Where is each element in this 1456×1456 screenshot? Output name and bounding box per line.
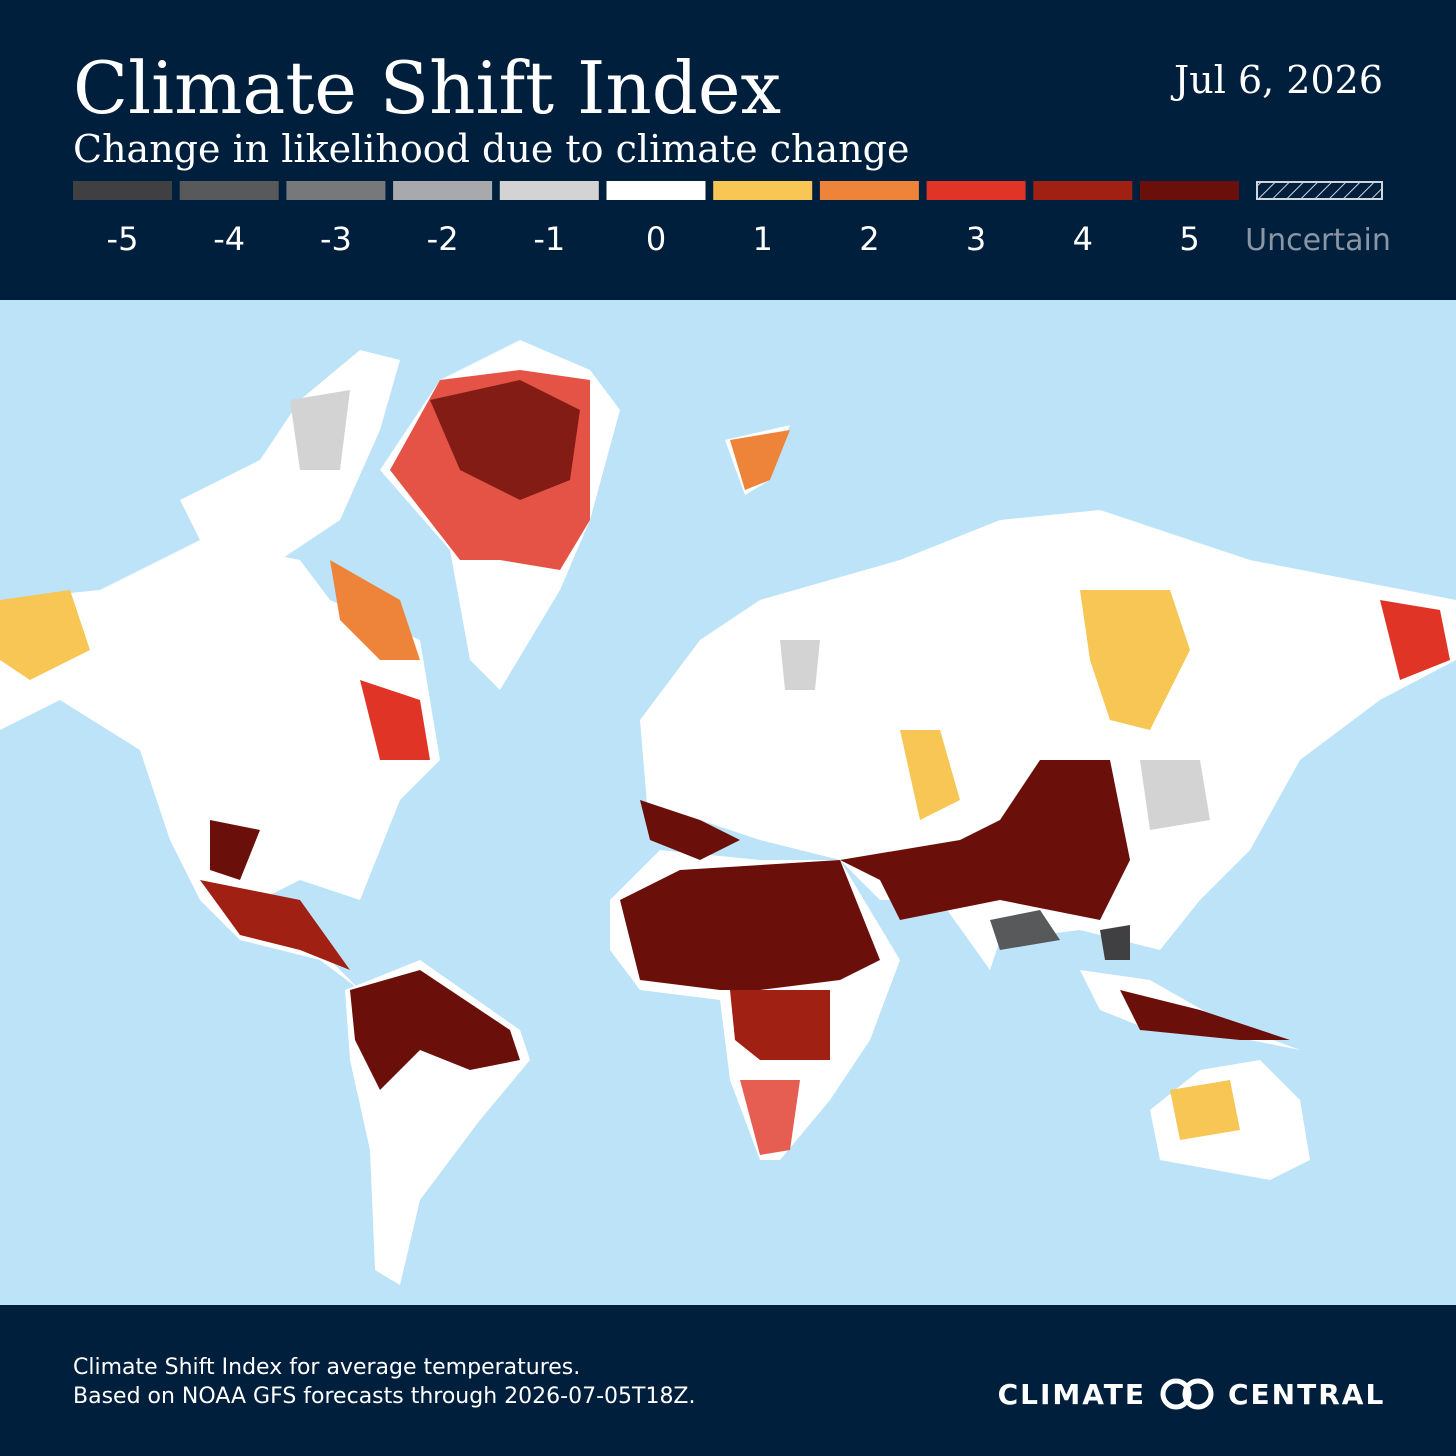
legend-swatch bbox=[286, 181, 386, 200]
title: Climate Shift Index bbox=[73, 46, 781, 130]
legend-label: -1 bbox=[533, 220, 565, 258]
legend-swatch bbox=[926, 181, 1026, 200]
legend-swatch bbox=[1033, 181, 1133, 200]
legend-label: 5 bbox=[1179, 220, 1199, 258]
header-background bbox=[0, 0, 1456, 300]
logo-word: CLIMATE bbox=[998, 1378, 1146, 1411]
legend-label: -2 bbox=[427, 220, 459, 258]
legend-label: -4 bbox=[213, 220, 245, 258]
uncertain-swatch bbox=[1256, 181, 1383, 200]
legend-swatch bbox=[393, 181, 493, 200]
legend-label: 0 bbox=[646, 220, 666, 258]
legend-swatch bbox=[713, 181, 813, 200]
legend-swatch bbox=[606, 181, 706, 200]
legend-label: 3 bbox=[966, 220, 986, 258]
legend-swatch bbox=[819, 181, 919, 200]
legend: -5 -4 -3 -2 -1 0 1 2 3 4 5 bbox=[73, 181, 1239, 258]
map bbox=[0, 340, 1456, 1285]
logo-mark bbox=[1160, 1378, 1214, 1410]
legend-label: -3 bbox=[320, 220, 352, 258]
legend-swatch bbox=[1140, 181, 1239, 200]
uncertain-label: Uncertain bbox=[1245, 223, 1391, 258]
legend-label: 1 bbox=[753, 220, 773, 258]
north-america bbox=[0, 540, 440, 990]
legend-swatch bbox=[499, 181, 599, 200]
footer-line: Climate Shift Index for average temperat… bbox=[73, 1355, 580, 1380]
logo-word: CENTRAL bbox=[1228, 1378, 1385, 1411]
legend-swatch bbox=[179, 181, 279, 200]
anomaly-shading bbox=[0, 370, 1450, 1155]
eurasia bbox=[640, 510, 1456, 970]
legend-label: -5 bbox=[107, 220, 139, 258]
legend-swatch bbox=[73, 181, 172, 200]
footer-background bbox=[0, 1305, 1456, 1456]
subtitle: Change in likelihood due to climate chan… bbox=[73, 127, 909, 171]
date: Jul 6, 2026 bbox=[1170, 58, 1383, 102]
legend-label: 2 bbox=[859, 220, 879, 258]
footer-line: Based on NOAA GFS forecasts through 2026… bbox=[73, 1384, 696, 1409]
legend-label: 4 bbox=[1073, 220, 1093, 258]
